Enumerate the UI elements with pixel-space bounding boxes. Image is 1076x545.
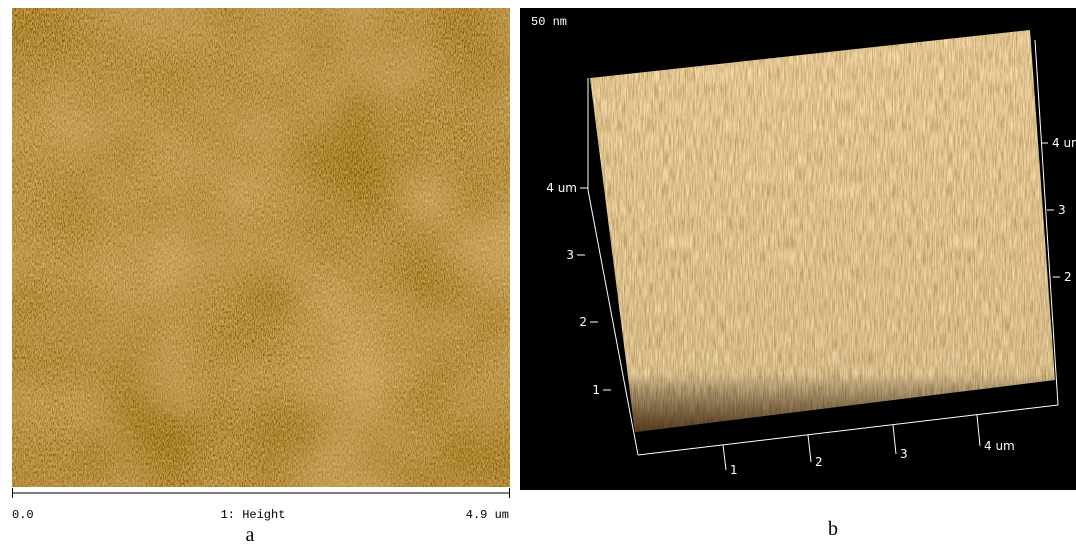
left-axis-label: 1 xyxy=(592,383,600,397)
axis-line xyxy=(637,404,1059,456)
bottom-axis-label: 4 um xyxy=(984,439,1015,453)
caption: b xyxy=(828,518,838,540)
left-axis-label: 3 xyxy=(566,248,574,262)
surface xyxy=(590,30,1055,432)
surface-shade xyxy=(590,30,1055,432)
bottom-axis-label: 3 xyxy=(900,447,908,461)
z-label: 50 nm xyxy=(531,15,567,29)
left-axis-label: 2 xyxy=(579,315,587,329)
scale-title: 1: Height xyxy=(221,508,286,522)
axis-tick xyxy=(976,414,981,447)
scale-max: 4.9 um xyxy=(466,508,509,522)
caption: a xyxy=(246,524,255,545)
axis-line xyxy=(587,189,639,456)
axis-tick xyxy=(807,434,812,463)
bottom-axis-label: 2 xyxy=(815,455,823,469)
scale-min: 0.0 xyxy=(12,508,34,522)
axes xyxy=(587,39,1059,456)
left-axis-label: 4 um xyxy=(546,181,577,195)
axis-tick xyxy=(722,444,727,471)
bottom-axis-label: 1 xyxy=(730,463,738,477)
right-axis-label: 2 xyxy=(1064,270,1072,284)
right-axis-label: 4 um xyxy=(1052,136,1076,150)
right-axis-label: 3 xyxy=(1058,203,1066,217)
height-image xyxy=(12,8,510,487)
axis-line xyxy=(1034,39,1059,406)
axis-tick xyxy=(892,424,897,455)
